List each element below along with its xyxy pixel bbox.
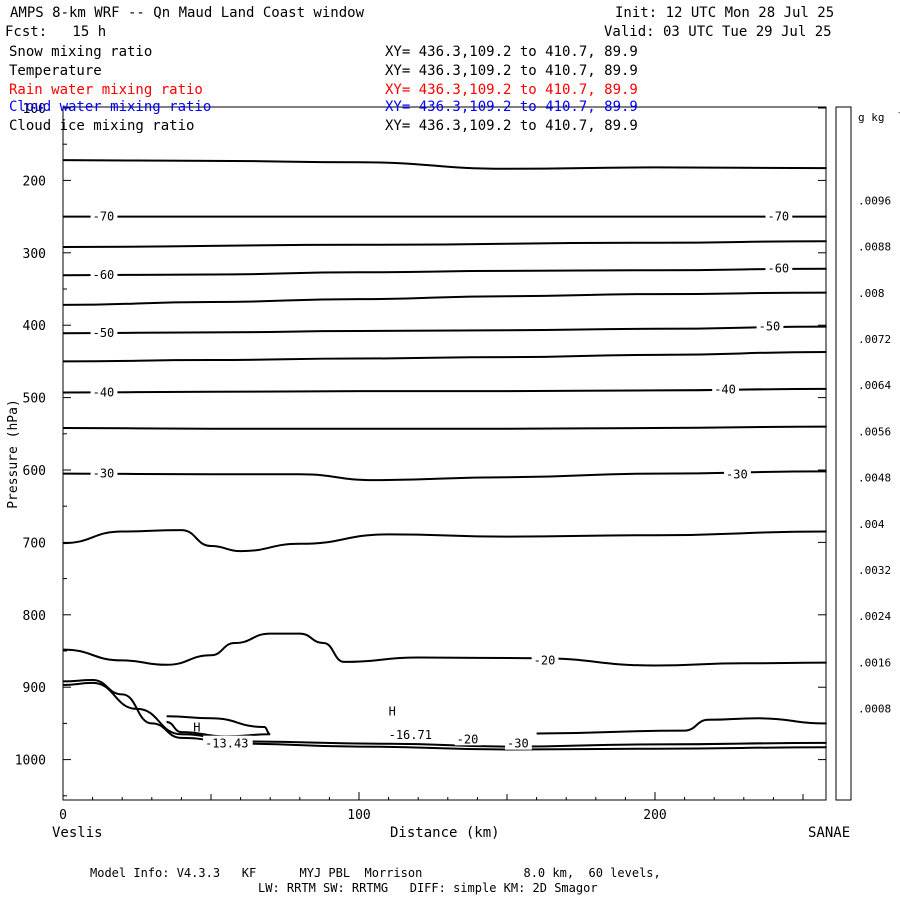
temperature-contour [62, 681, 827, 748]
contour-label-bg [454, 731, 482, 746]
contour-label-bg [765, 260, 793, 275]
contour-label-bg [531, 652, 559, 667]
high-marker: H [193, 720, 200, 734]
colorbar-tick-label: .0096 [858, 194, 891, 207]
colorbar-tick-label: .008 [858, 287, 885, 300]
colorbar-tick-label: .0072 [858, 333, 891, 346]
colorbar-tick-label: .0088 [858, 241, 891, 254]
colorbar-unit-exponent: -1 [897, 108, 900, 117]
contour-label-bg [90, 325, 118, 340]
contour-label-bg [712, 381, 739, 396]
contour-label: -40 [714, 383, 736, 397]
temperature-contour [62, 425, 827, 430]
temperature-contour [62, 159, 827, 170]
colorbar-tick-label: .0024 [858, 610, 891, 623]
left-endpoint-label: Veslis [52, 825, 103, 841]
y-tick-label: 700 [23, 536, 46, 551]
plot-frame [62, 106, 827, 801]
y-tick-label: 1000 [15, 754, 46, 769]
temperature-contour [62, 325, 827, 335]
temperature-contour [62, 529, 827, 553]
field-xy: XY= 436.3,109.2 to 410.7, 89.9 [385, 118, 638, 134]
colorbar-frame [835, 106, 852, 801]
contour-label-bg [90, 267, 118, 282]
colorbar-tick-label: .0048 [858, 472, 891, 485]
y-axis-label: Pressure (hPa) [6, 399, 21, 509]
contour-label: -16.71 [389, 728, 432, 742]
colorbar-tick-label: .0056 [858, 425, 891, 438]
contour-label: -20 [457, 732, 479, 746]
temperature-contour [62, 632, 827, 667]
colorbar-tick-label: .0032 [858, 564, 891, 577]
temperature-contour [62, 470, 827, 482]
temperature-contour [62, 387, 827, 394]
y-tick-label: 300 [23, 247, 46, 262]
temperature-contour [536, 717, 827, 735]
contour-label: -30 [726, 467, 748, 481]
contour-label: -70 [767, 210, 789, 224]
contour-label-bg [90, 465, 118, 480]
contour-label: -30 [507, 737, 529, 751]
contour-label: -60 [93, 268, 115, 282]
contour-label-bg [90, 384, 118, 399]
x-tick-label: 200 [643, 808, 666, 823]
y-tick-label: 800 [23, 609, 46, 624]
model-info-line2: LW: RRTM SW: RRTMG DIFF: simple KM: 2D S… [258, 881, 598, 895]
contour-label: -60 [767, 262, 789, 276]
field-name: Snow mixing ratio [9, 44, 153, 60]
y-tick-label: 400 [23, 319, 46, 334]
contour-label: -50 [93, 326, 115, 340]
model-info-line1: Model Info: V4.3.3 KF MYJ PBL Morrison 8… [90, 866, 661, 880]
field-xy: XY= 436.3,109.2 to 410.7, 89.9 [385, 44, 638, 60]
y-tick-label: 600 [23, 464, 46, 479]
contour-label-bg [765, 208, 793, 223]
contour-label: -13.43 [205, 737, 248, 751]
chart-title: AMPS 8-km WRF -- Qn Maud Land Coast wind… [10, 5, 365, 21]
colorbar-tick-label: .0016 [858, 656, 891, 669]
temperature-contour [62, 678, 827, 751]
x-axis-label: Distance (km) [390, 825, 500, 841]
y-tick-label: 500 [23, 392, 46, 407]
contour-label: -40 [93, 386, 115, 400]
contour-label: -20 [534, 653, 556, 667]
y-tick-label: 200 [23, 174, 46, 189]
colorbar-tick-label: .0064 [858, 379, 891, 392]
field-xy: XY= 436.3,109.2 to 410.7, 89.9 [385, 99, 638, 115]
colorbar-tick-label: .0008 [858, 703, 891, 716]
field-xy: XY= 436.3,109.2 to 410.7, 89.9 [385, 82, 638, 98]
high-marker: H [389, 704, 396, 718]
right-endpoint-label: SANAE [808, 825, 851, 841]
contour-label-bg [505, 735, 532, 750]
colorbar-tick-label: .004 [858, 518, 885, 531]
contour-label-bg [386, 726, 437, 741]
field-name: Cloud ice mixing ratio [9, 118, 195, 134]
valid-time: Valid: 03 UTC Tue 29 Jul 25 [604, 24, 832, 40]
y-tick-label: 900 [23, 681, 46, 696]
contour-label-bg [756, 318, 784, 333]
field-name: Cloud water mixing ratio [9, 99, 212, 115]
x-tick-label: 0 [59, 808, 67, 823]
temperature-contour [166, 715, 271, 738]
temperature-contour [62, 267, 827, 277]
init-time: Init: 12 UTC Mon 28 Jul 25 [615, 5, 835, 21]
contour-label-bg [203, 735, 253, 750]
temperature-contour [62, 240, 827, 248]
contour-label: -30 [93, 467, 115, 481]
temperature-contour [62, 351, 827, 363]
colorbar-unit: g kg [858, 111, 885, 124]
y-tick-label: 100 [23, 102, 46, 117]
field-name: Temperature [9, 63, 102, 79]
field-xy: XY= 436.3,109.2 to 410.7, 89.9 [385, 63, 638, 79]
contour-label: -70 [93, 210, 115, 224]
field-name: Rain water mixing ratio [9, 82, 203, 98]
forecast-hour: Fcst: 15 h [5, 24, 107, 40]
temperature-contour [62, 291, 827, 306]
contour-label-bg [724, 466, 751, 481]
contour-label: -50 [759, 320, 781, 334]
x-tick-label: 100 [347, 808, 370, 823]
contour-label-bg [90, 208, 118, 223]
